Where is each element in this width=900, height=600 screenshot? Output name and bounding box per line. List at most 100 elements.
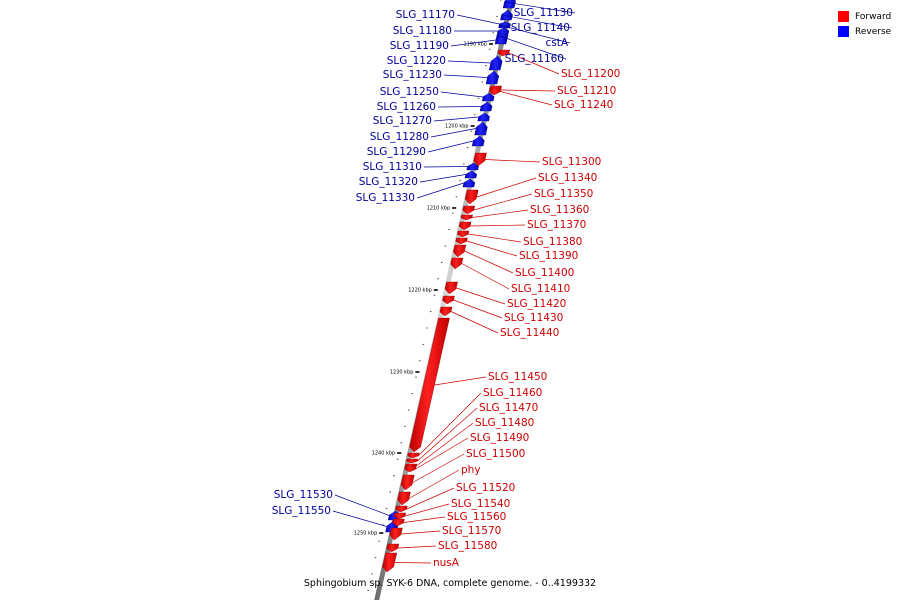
gene-leader-line	[508, 52, 560, 75]
gene-arrow[interactable]	[488, 55, 503, 71]
gene-label[interactable]: cstA	[545, 37, 568, 49]
gene-label[interactable]: SLG_11530	[274, 489, 333, 501]
gene-arrow[interactable]	[481, 92, 495, 102]
gene-label[interactable]: SLG_11420	[507, 298, 566, 310]
gene-leader-line	[443, 74, 488, 78]
gene-arrow[interactable]	[464, 189, 479, 205]
gene-label[interactable]: SLG_11400	[515, 267, 574, 279]
gene-arrow[interactable]	[462, 178, 476, 188]
gene-label[interactable]: SLG_11410	[511, 283, 570, 295]
gene-label[interactable]: SLG_11560	[447, 511, 506, 523]
gene-label[interactable]: SLG_11440	[500, 327, 559, 339]
gene-arrow[interactable]	[500, 9, 513, 21]
gene-arrow[interactable]	[393, 512, 407, 520]
gene-label[interactable]: SLG_11160	[505, 53, 564, 65]
scale-tick-label: 1230 kbp	[390, 370, 414, 376]
gene-arrow[interactable]	[474, 121, 488, 136]
legend-reverse: Reverse	[838, 24, 891, 39]
gene-leader-line	[405, 503, 450, 517]
gene-leader-line	[334, 494, 390, 516]
gene-arrow[interactable]	[485, 70, 500, 85]
gene-arrow[interactable]	[455, 237, 468, 245]
gene-arrow[interactable]	[458, 221, 472, 231]
gene-arrow[interactable]	[409, 317, 450, 453]
gene-arrow[interactable]	[453, 244, 467, 258]
gene-arrow[interactable]	[494, 35, 508, 45]
gene-label[interactable]: SLG_11520	[456, 482, 515, 494]
gene-arrow[interactable]	[386, 543, 400, 553]
gene-leader-line	[499, 24, 571, 44]
gene-label[interactable]: SLG_11230	[383, 69, 442, 81]
gene-arrow[interactable]	[400, 474, 415, 491]
gene-label[interactable]: SLG_11330	[356, 192, 415, 204]
gene-label[interactable]: SLG_11190	[390, 40, 449, 52]
gene-arrow[interactable]	[382, 552, 398, 573]
gene-label[interactable]: SLG_11550	[272, 505, 331, 517]
gene-leader-line	[461, 263, 510, 290]
gene-label[interactable]: SLG_11260	[377, 101, 436, 113]
gene-leader-line	[464, 250, 514, 274]
gene-arrow[interactable]	[406, 458, 419, 464]
gene-label[interactable]: SLG_11450	[488, 371, 547, 383]
gene-arrow[interactable]	[450, 257, 464, 270]
gene-arrow[interactable]	[464, 170, 478, 179]
gene-label[interactable]: SLG_11360	[530, 204, 589, 216]
scale-tick-label: 1190 kbp	[463, 42, 487, 48]
gene-label[interactable]: SLG_11320	[359, 176, 418, 188]
gene-label[interactable]: SLG_11350	[534, 188, 593, 200]
gene-label[interactable]: SLG_11220	[387, 55, 446, 67]
gene-arrow[interactable]	[442, 295, 455, 305]
gene-arrow[interactable]	[392, 518, 405, 527]
gene-label[interactable]: SLG_11250	[380, 86, 439, 98]
gene-label[interactable]: SLG_11300	[542, 156, 601, 168]
gene-arrow[interactable]	[457, 230, 470, 238]
gene-label[interactable]: SLG_11280	[370, 131, 429, 143]
gene-label[interactable]: SLG_11390	[519, 250, 578, 262]
gene-label[interactable]: SLG_11570	[442, 525, 501, 537]
gene-arrow[interactable]	[471, 135, 485, 147]
gene-label[interactable]: SLG_11540	[451, 498, 510, 510]
gene-label[interactable]: SLG_11500	[466, 448, 525, 460]
gene-label[interactable]: phy	[461, 464, 481, 476]
gene-arrow[interactable]	[404, 465, 417, 473]
scale-tick-label: 1210 kbp	[427, 206, 451, 212]
gene-label[interactable]: SLG_11270	[373, 115, 432, 127]
gene-label[interactable]: SLG_11580	[438, 540, 497, 552]
gene-label[interactable]: nusA	[433, 557, 460, 569]
gene-label[interactable]: SLG_11490	[470, 432, 529, 444]
gene-arrow[interactable]	[479, 101, 493, 112]
gene-label[interactable]: SLG_11200	[561, 68, 620, 80]
gene-label[interactable]: SLG_11290	[367, 146, 426, 158]
gene-label[interactable]: SLG_11370	[527, 219, 586, 231]
gene-leader-line	[450, 39, 496, 47]
scale-tick-label: 1240 kbp	[372, 451, 396, 457]
gene-arrow[interactable]	[496, 27, 510, 35]
gene-label[interactable]: SLG_11140	[511, 22, 570, 34]
gene-arrow[interactable]	[473, 152, 487, 167]
gene-arrow[interactable]	[389, 527, 403, 541]
gene-label[interactable]: SLG_11460	[483, 387, 542, 399]
gene-arrow[interactable]	[397, 491, 411, 506]
gene-arrow[interactable]	[477, 112, 490, 122]
gene-arrow[interactable]	[407, 452, 420, 459]
gene-arrow[interactable]	[489, 87, 502, 96]
gene-label[interactable]: SLG_11380	[523, 236, 582, 248]
gene-arrow[interactable]	[497, 49, 510, 57]
gene-arrow[interactable]	[460, 214, 473, 221]
gene-label[interactable]: SLG_11340	[538, 172, 597, 184]
gene-leader-line	[504, 1, 576, 14]
gene-label[interactable]: SLG_11210	[557, 85, 616, 97]
gene-label[interactable]: SLG_11430	[504, 312, 563, 324]
gene-arrow[interactable]	[395, 505, 408, 513]
gene-arrow[interactable]	[466, 162, 479, 171]
gene-label[interactable]: SLG_11240	[554, 99, 613, 111]
gene-arrow[interactable]	[444, 281, 458, 295]
gene-arrow[interactable]	[462, 205, 475, 215]
gene-label[interactable]: SLG_11470	[479, 402, 538, 414]
gene-label[interactable]: SLG_11170	[396, 9, 455, 21]
gene-label[interactable]: SLG_11310	[363, 161, 422, 173]
gene-label[interactable]: SLG_11480	[475, 417, 534, 429]
gene-arrow[interactable]	[439, 306, 453, 317]
gene-label[interactable]: SLG_11180	[393, 25, 452, 37]
gene-label[interactable]: SLG_11130	[514, 7, 573, 19]
